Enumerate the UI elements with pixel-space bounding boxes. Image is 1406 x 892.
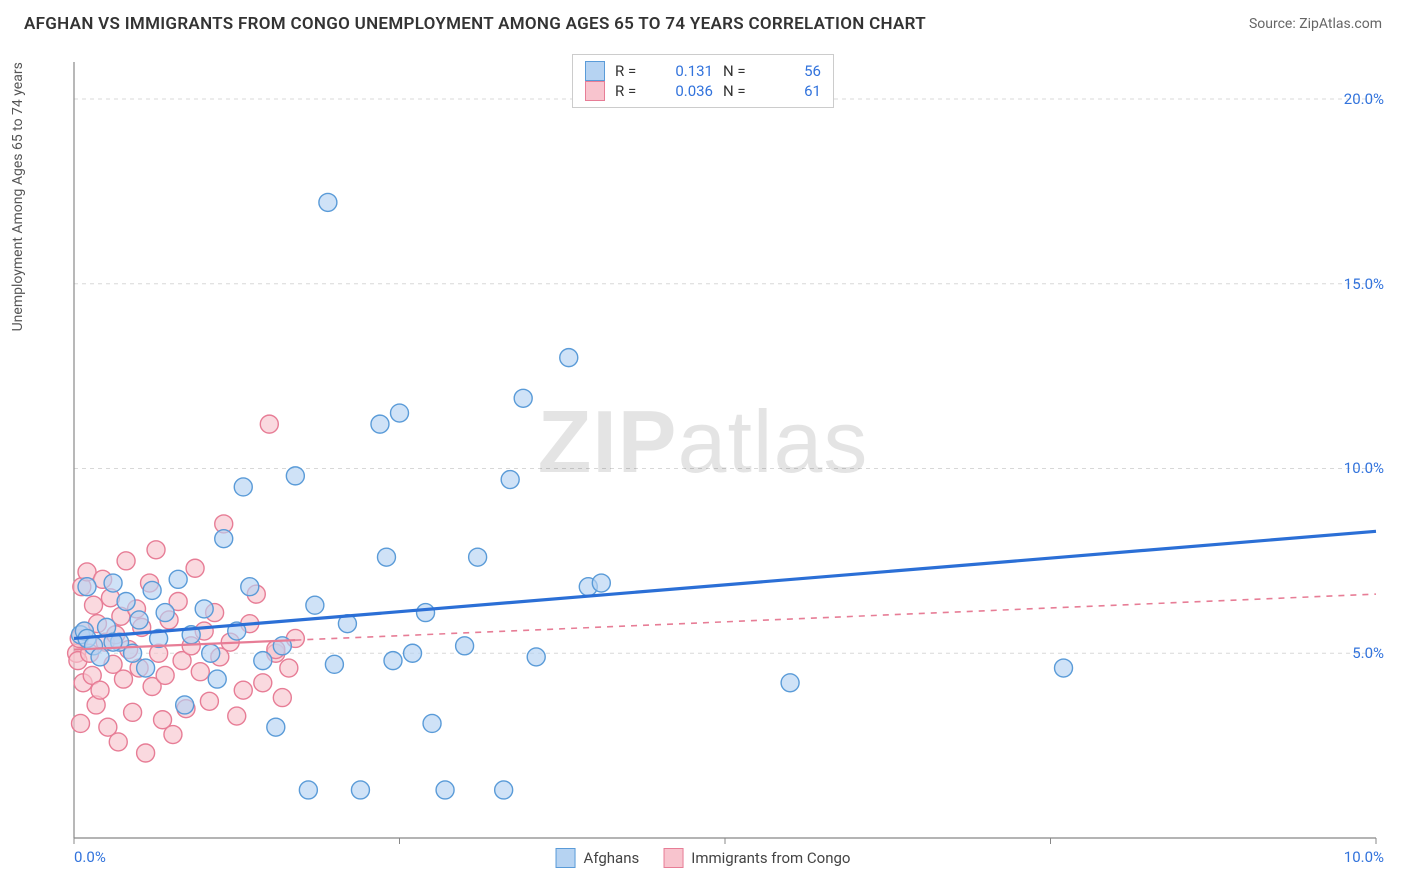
x-axis-min-label: 0.0% — [74, 848, 106, 866]
r-value: 0.131 — [661, 62, 713, 80]
source-label: Source: ZipAtlas.com — [1249, 16, 1382, 32]
legend-item-congo: Immigrants from Congo — [663, 848, 850, 868]
legend-swatch-pink — [663, 848, 683, 868]
r-label: R = — [615, 62, 651, 80]
n-value: 56 — [769, 62, 821, 80]
legend-label: Afghans — [584, 849, 640, 867]
legend-row-afghans: R = 0.131 N = 56 — [585, 61, 821, 81]
scatter-chart — [24, 48, 1382, 868]
legend-swatch-blue — [556, 848, 576, 868]
correlation-legend: R = 0.131 N = 56 R = 0.036 N = 61 — [572, 54, 834, 108]
legend-label: Immigrants from Congo — [691, 849, 850, 867]
y-tick-label: 15.0% — [1344, 275, 1384, 293]
legend-swatch-blue — [585, 61, 605, 81]
y-tick-label: 10.0% — [1344, 459, 1384, 477]
legend-row-congo: R = 0.036 N = 61 — [585, 81, 821, 101]
series-legend: Afghans Immigrants from Congo — [556, 848, 851, 868]
n-value: 61 — [769, 82, 821, 100]
r-label: R = — [615, 82, 651, 100]
y-tick-label: 20.0% — [1344, 90, 1384, 108]
n-label: N = — [723, 82, 759, 100]
page-title: AFGHAN VS IMMIGRANTS FROM CONGO UNEMPLOY… — [24, 14, 926, 34]
n-label: N = — [723, 62, 759, 80]
chart-container: Unemployment Among Ages 65 to 74 years Z… — [24, 48, 1382, 868]
x-axis-max-label: 10.0% — [1344, 848, 1384, 866]
legend-swatch-pink — [585, 81, 605, 101]
r-value: 0.036 — [661, 82, 713, 100]
y-tick-label: 5.0% — [1352, 644, 1384, 662]
legend-item-afghans: Afghans — [556, 848, 640, 868]
